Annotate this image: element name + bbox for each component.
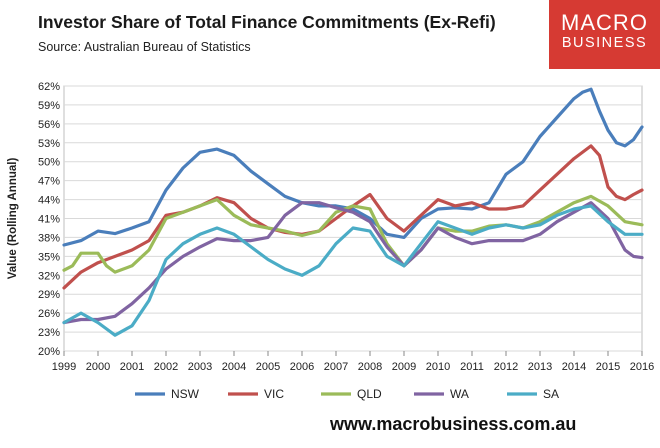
chart-source: Source: Australian Bureau of Statistics [38,40,251,54]
y-tick-label: 32% [38,270,60,282]
y-tick-label: 47% [38,176,60,188]
y-tick-label: 38% [38,232,60,244]
x-tick-label: 2016 [630,361,654,373]
logo-line-1: MACRO [561,10,648,35]
x-tick-label: 2008 [358,361,382,373]
x-tick-label: 2006 [290,361,314,373]
y-tick-label: 41% [38,214,60,226]
series-line-wa [62,201,644,325]
series-line-sa [62,204,644,337]
chart-title: Investor Share of Total Finance Commitme… [38,12,496,32]
x-tick-label: 2012 [494,361,518,373]
x-tick-label: 2011 [460,361,484,373]
y-tick-label: 50% [38,157,60,169]
y-tick-label: 35% [38,251,60,263]
x-tick-label: 2000 [86,361,110,373]
x-tick-label: 2002 [154,361,178,373]
series-line-nsw [62,87,644,247]
legend-label-qld: QLD [357,387,382,401]
website-url: www.macrobusiness.com.au [330,414,577,434]
legend-label-vic: VIC [264,387,284,401]
y-tick-label: 59% [38,100,60,112]
y-tick-label: 53% [38,138,60,150]
y-tick-label: 56% [38,119,60,131]
macrobusiness-logo: MACRO BUSINESS [549,0,660,69]
x-tick-label: 2004 [222,361,246,373]
x-tick-label: 2003 [188,361,212,373]
legend-label-wa: WA [450,387,469,401]
y-tick-label: 29% [38,289,60,301]
y-tick-label: 26% [38,308,60,320]
legend-label-sa: SA [543,387,559,401]
x-tick-label: 2014 [562,361,586,373]
x-tick-label: 2013 [528,361,552,373]
series-line-vic [62,144,644,290]
y-tick-label: 44% [38,195,60,207]
y-tick-label: 62% [38,81,60,93]
x-tick-label: 2010 [426,361,450,373]
series-line-qld [62,194,644,274]
x-tick-label: 2005 [256,361,280,373]
legend-label-nsw: NSW [171,387,200,401]
x-tick-label: 2009 [392,361,416,373]
y-tick-label: 23% [38,327,60,339]
x-tick-label: 1999 [52,361,76,373]
y-tick-label: 20% [38,346,60,358]
logo-line-2: BUSINESS [561,35,648,51]
y-axis-label: Value (Rolling Annual) [7,158,19,280]
x-tick-label: 2001 [120,361,144,373]
x-tick-label: 2015 [596,361,620,373]
x-tick-label: 2007 [324,361,348,373]
